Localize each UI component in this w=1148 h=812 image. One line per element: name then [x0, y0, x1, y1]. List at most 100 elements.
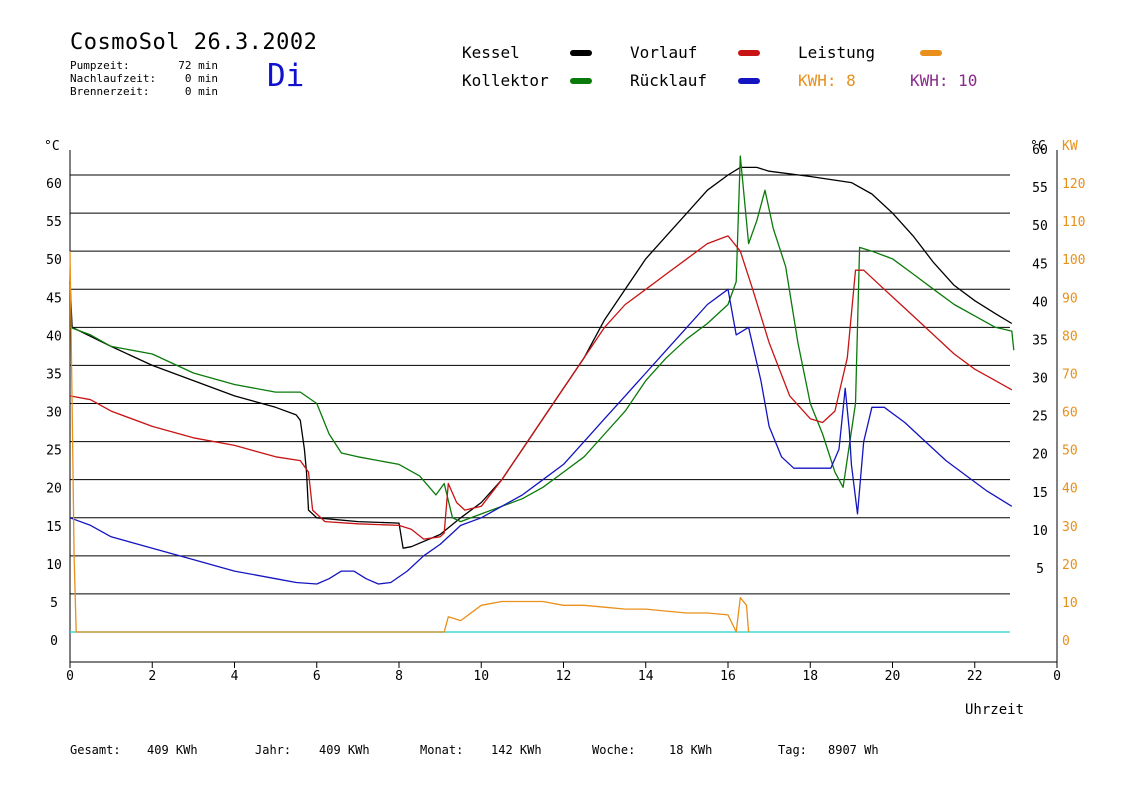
y-tick-label-right-temp: 45 — [1032, 257, 1048, 272]
stat-label: Nachlaufzeit: — [70, 72, 157, 85]
y-tick-label-left: 10 — [46, 558, 62, 573]
kwh2-label: KWH: — [910, 71, 949, 90]
y-tick-label-left: 30 — [46, 406, 62, 421]
legend-kessel-label: Kessel — [462, 43, 520, 62]
legend-kwh2: KWH: 10 — [910, 71, 977, 90]
y-tick-label-left: 60 — [46, 177, 62, 192]
y-tick-label-right-temp: 60 — [1032, 143, 1048, 158]
footer-woche-value: 18 KWh — [669, 743, 713, 757]
y-tick-label-left: 20 — [46, 482, 62, 497]
y-tick-label-right-temp: 20 — [1032, 448, 1048, 463]
x-tick-label: 16 — [720, 669, 736, 684]
x-tick-label: 8 — [395, 669, 403, 684]
legend-kwh1: KWH: 8 — [798, 71, 856, 90]
x-tick-label: 6 — [313, 669, 321, 684]
footer-tag-value: 8907 Wh — [828, 743, 879, 757]
x-tick-label: 0 — [66, 669, 74, 684]
y-tick-label-right-temp: 5 — [1036, 562, 1044, 577]
x-tick-label: 12 — [556, 669, 572, 684]
footer-monat-label: Monat: — [420, 743, 464, 757]
y-tick-label-left: 45 — [46, 291, 62, 306]
x-tick-label: 0 — [1053, 669, 1061, 684]
kwh1-label: KWH: — [798, 71, 837, 90]
stat-value: 72 min — [178, 59, 218, 72]
series-line-leistung — [69, 251, 750, 633]
axes — [69, 150, 1058, 663]
y-tick-label-right-power: 40 — [1062, 482, 1078, 497]
y-tick-label-right-power: 70 — [1062, 367, 1078, 382]
x-tick-label: 22 — [967, 669, 983, 684]
stat-value: 0 min — [184, 72, 218, 85]
x-tick-label: 2 — [148, 669, 156, 684]
y-tick-label-right-power: 50 — [1062, 444, 1078, 459]
y-tick-label-right-temp: 25 — [1032, 410, 1048, 425]
stat-brennerzeit: Brennerzeit: 0 min — [70, 85, 218, 98]
x-tick-label: 10 — [473, 669, 489, 684]
chart-title: CosmoSol 26.3.2002 — [70, 30, 318, 55]
y-tick-label-left: 0 — [50, 634, 58, 649]
footer-woche-label: Woche: — [592, 743, 636, 757]
y-tick-label-right-temp: 50 — [1032, 219, 1048, 234]
y-tick-label-right-power: 120 — [1062, 177, 1085, 192]
stat-value: 0 min — [184, 85, 218, 98]
footer-jahr-value: 409 KWh — [319, 743, 370, 757]
y-tick-label-right-power: 10 — [1062, 596, 1078, 611]
y-tick-label-left: 5 — [50, 596, 58, 611]
footer-tag-label: Tag: — [778, 743, 807, 757]
y-tick-label-left: 35 — [46, 367, 62, 382]
y-tick-label-right-power: 30 — [1062, 520, 1078, 535]
legend-leistung-swatch — [920, 50, 942, 56]
series-line-vorlauf — [69, 235, 1013, 540]
legend-kollektor-label: Kollektor — [462, 71, 549, 90]
x-tick-label: 14 — [638, 669, 654, 684]
footer-jahr-label: Jahr: — [255, 743, 292, 757]
x-tick-label: 18 — [802, 669, 818, 684]
y-tick-label-right-temp: 40 — [1032, 295, 1048, 310]
stat-pumpzeit: Pumpzeit: 72 min — [70, 59, 218, 72]
y-tick-label-right-power: 20 — [1062, 558, 1078, 573]
stat-label: Brennerzeit: — [70, 85, 150, 98]
stat-label: Pumpzeit: — [70, 59, 130, 72]
y-tick-label-right-power: 60 — [1062, 406, 1078, 421]
y-tick-label-right-temp: 55 — [1032, 181, 1048, 196]
y-tick-label-right-temp: 15 — [1032, 486, 1048, 501]
gridlines — [70, 174, 1010, 595]
footer-gesamt-label: Gesamt: — [70, 743, 121, 757]
weekday-label: Di — [267, 58, 305, 94]
series-line-kessel — [69, 166, 1013, 549]
legend-ruecklauf-swatch — [738, 78, 760, 84]
kwh2-value: 10 — [958, 71, 978, 90]
y-tick-label-right-power: 100 — [1062, 253, 1085, 268]
y-tick-label-right-temp: 35 — [1032, 333, 1048, 348]
legend-kessel-swatch — [570, 50, 592, 56]
y-tick-label-right-power: 90 — [1062, 291, 1078, 306]
y-axis-unit-right-power: KW — [1062, 139, 1078, 154]
series-line-kollektor — [69, 155, 1015, 523]
y-axis-unit-left: °C — [44, 139, 60, 154]
y-tick-label-left: 15 — [46, 520, 62, 535]
y-tick-label-right-power: 0 — [1062, 634, 1070, 649]
legend-leistung-label: Leistung — [798, 43, 876, 62]
series-lines — [69, 155, 1015, 633]
y-axis-unit-right-temp: °C — [1030, 139, 1046, 154]
y-tick-label-right-temp: 30 — [1032, 372, 1048, 387]
legend-vorlauf-swatch — [738, 50, 760, 56]
x-tick-label: 20 — [885, 669, 901, 684]
x-tick-label: 4 — [231, 669, 239, 684]
x-axis-label: Uhrzeit — [965, 702, 1025, 718]
series-line-ruecklauf — [69, 288, 1013, 585]
y-tick-label-left: 40 — [46, 329, 62, 344]
footer-monat-value: 142 KWh — [491, 743, 542, 757]
legend-vorlauf-label: Vorlauf — [630, 43, 698, 62]
y-tick-label-right-temp: 10 — [1032, 524, 1048, 539]
legend-ruecklauf-label: Rücklauf — [630, 71, 708, 90]
tick-labels: 0 2 4 6 8 10 12 14 16 18 20 22 005101520253035404550… — [46, 143, 1085, 684]
y-tick-label-left: 25 — [46, 444, 62, 459]
legend-kollektor-swatch — [570, 78, 592, 84]
footer-gesamt-value: 409 KWh — [147, 743, 198, 757]
y-tick-label-right-power: 110 — [1062, 215, 1085, 230]
y-tick-label-right-power: 80 — [1062, 329, 1078, 344]
y-tick-label-left: 55 — [46, 215, 62, 230]
y-tick-label-left: 50 — [46, 253, 62, 268]
